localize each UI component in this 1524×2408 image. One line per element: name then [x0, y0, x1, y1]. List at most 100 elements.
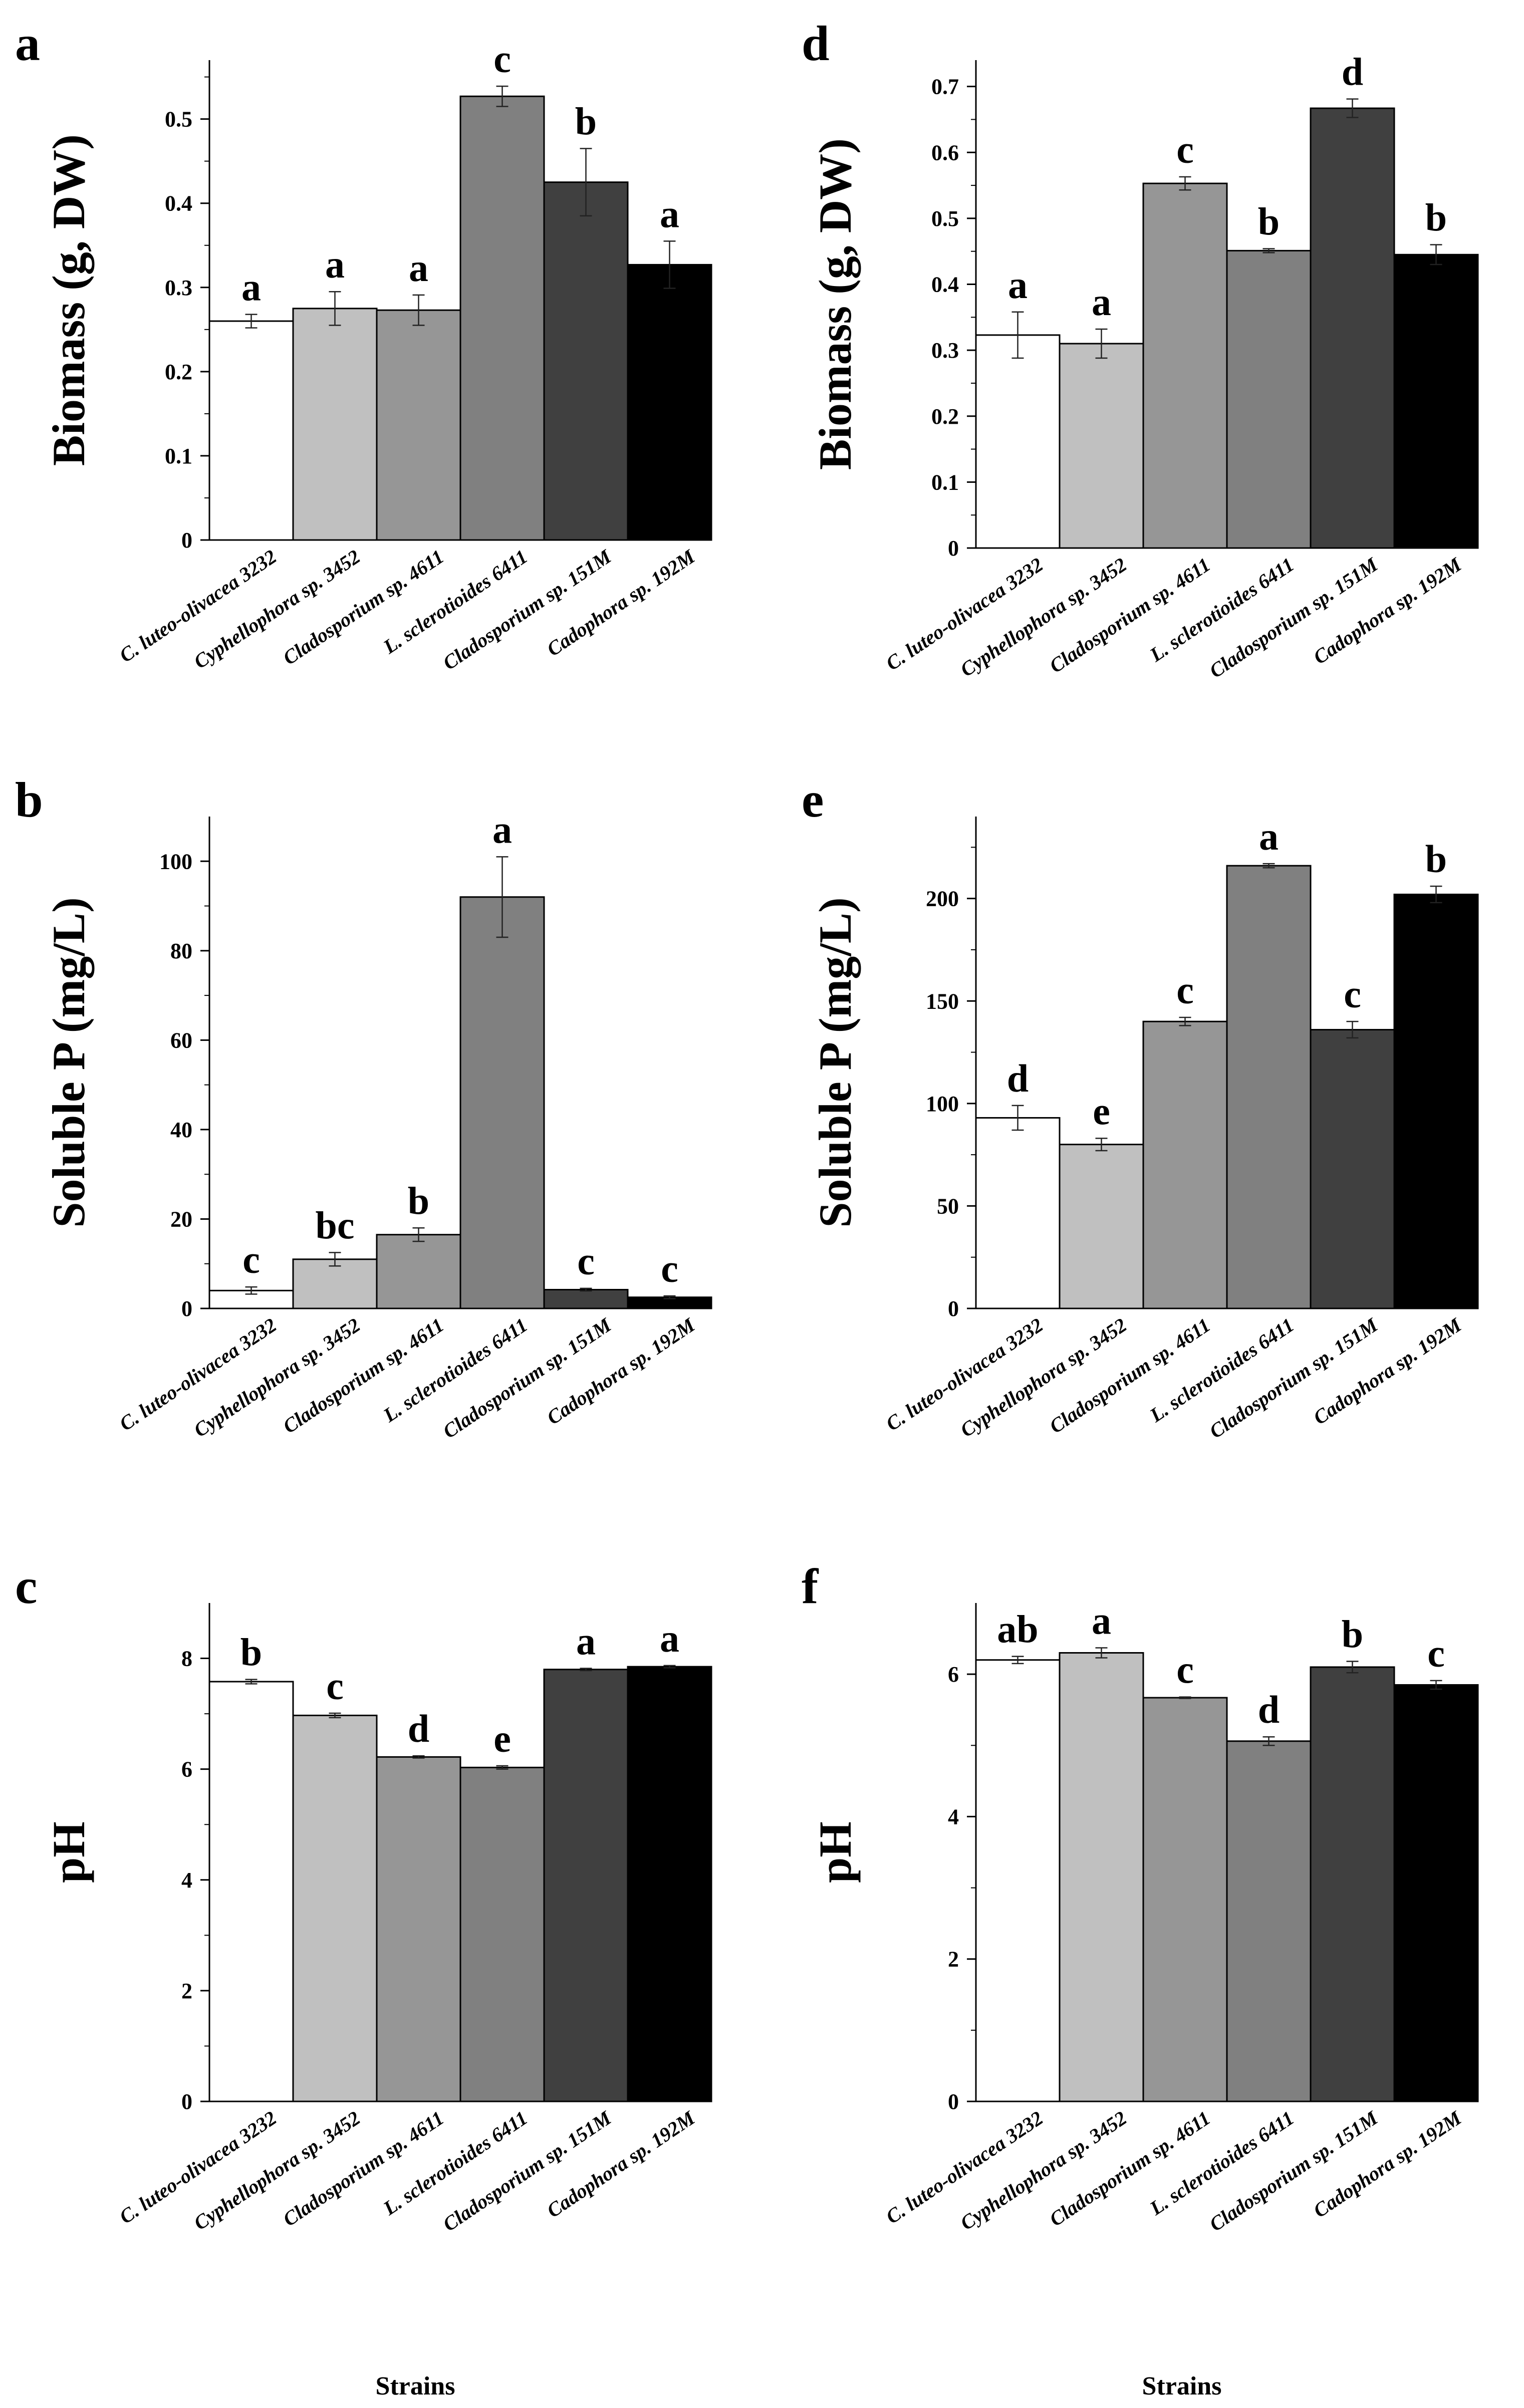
category-label: Cadophora sp. 192M	[543, 545, 699, 660]
y-tick-label: 8	[181, 1647, 192, 1671]
significance-letter: d	[1258, 1688, 1280, 1731]
y-axis-label: pH	[810, 1821, 861, 1883]
significance-letter: d	[1342, 50, 1363, 94]
significance-letter: e	[493, 1717, 511, 1760]
bar	[1142, 182, 1228, 549]
y-tick-label: 0.1	[165, 444, 192, 468]
bar	[543, 1669, 629, 2102]
y-tick-label: 150	[926, 989, 959, 1013]
significance-letter: b	[575, 99, 597, 143]
bar	[376, 1756, 461, 2102]
significance-letter: a	[492, 808, 512, 851]
y-tick-label: 0.5	[165, 107, 192, 132]
significance-letter: c	[577, 1239, 595, 1283]
y-tick-label: 80	[170, 939, 192, 963]
significance-letter: a	[409, 246, 428, 290]
bar	[627, 1666, 712, 2102]
y-tick-label: 4	[181, 1868, 192, 1893]
y-tick-label: 200	[926, 887, 959, 911]
bar	[1310, 1029, 1395, 1309]
category-label: L. sclerotioides 6411	[1145, 553, 1298, 666]
category-label: L. sclerotioides 6411	[379, 2106, 532, 2220]
bar	[1310, 107, 1395, 549]
bar	[292, 1258, 378, 1309]
significance-letter: c	[1427, 1632, 1445, 1675]
category-label: L. sclerotioides 6411	[1145, 2106, 1298, 2220]
y-tick-label: 0.3	[931, 338, 959, 363]
bar	[1226, 1740, 1312, 2102]
y-tick-label: 100	[926, 1092, 959, 1116]
category-label: L. sclerotioides 6411	[379, 545, 532, 658]
category-label: L. sclerotioides 6411	[379, 1313, 532, 1427]
panel-letter: a	[15, 16, 40, 71]
bar	[1393, 253, 1479, 549]
significance-letter: c	[1176, 968, 1194, 1012]
y-tick-label: 0.7	[931, 75, 959, 99]
bar	[627, 263, 712, 541]
bar	[1393, 1684, 1479, 2102]
significance-letter: a	[660, 1617, 679, 1660]
y-tick-label: 20	[170, 1207, 192, 1231]
y-axis-label: Soluble P (mg/L)	[810, 897, 861, 1227]
y-tick-label: 0.2	[931, 404, 959, 429]
category-label: L. sclerotioides 6411	[1145, 1313, 1298, 1427]
significance-letter: b	[1258, 199, 1280, 243]
bar	[376, 309, 461, 541]
significance-letter: b	[1425, 837, 1447, 881]
category-label: Cadophora sp. 192M	[543, 1313, 699, 1429]
y-tick-label: 60	[170, 1028, 192, 1052]
significance-letter: b	[1342, 1613, 1363, 1656]
y-axis-label: Biomass (g, DW)	[810, 138, 861, 470]
bar	[1226, 865, 1312, 1309]
significance-letter: c	[661, 1247, 678, 1290]
y-tick-label: 100	[159, 849, 192, 874]
bar	[1142, 1020, 1228, 1309]
y-tick-label: 50	[937, 1194, 959, 1218]
y-tick-label: 6	[181, 1757, 192, 1782]
significance-letter: c	[493, 37, 511, 81]
bar	[208, 320, 294, 541]
y-tick-label: 2	[948, 1947, 959, 1972]
x-axis-label: Strains	[1142, 2372, 1222, 2400]
bar	[459, 95, 545, 541]
bar	[208, 1681, 294, 2102]
bar	[975, 334, 1061, 549]
significance-letter: a	[1092, 280, 1111, 324]
y-tick-label: 0	[948, 536, 959, 561]
bar	[1142, 1697, 1228, 2102]
y-tick-label: 6	[948, 1662, 959, 1687]
panel-letter: f	[802, 1558, 819, 1614]
category-label: Cadophora sp. 192M	[1309, 2106, 1466, 2222]
y-tick-label: 0	[181, 1296, 192, 1321]
significance-letter: ab	[997, 1608, 1038, 1651]
y-tick-label: 0.1	[931, 470, 959, 494]
bar	[376, 1234, 461, 1309]
panel-letter: c	[15, 1558, 37, 1614]
significance-letter: a	[1259, 815, 1279, 858]
bar	[459, 896, 545, 1309]
y-tick-label: 0.4	[931, 273, 959, 297]
significance-letter: e	[1093, 1089, 1110, 1133]
y-tick-label: 0	[181, 528, 192, 553]
panel-letter: e	[802, 772, 824, 828]
bar	[1059, 1652, 1144, 2102]
bar	[1059, 1144, 1144, 1309]
significance-letter: bc	[316, 1203, 355, 1247]
y-axis-label: Soluble P (mg/L)	[43, 897, 94, 1227]
bar	[292, 1714, 378, 2102]
significance-letter: c	[1176, 128, 1194, 171]
y-tick-label: 2	[181, 1979, 192, 2003]
panel-letter: d	[802, 16, 830, 71]
y-tick-label: 0.6	[931, 140, 959, 165]
bar	[459, 1766, 545, 2102]
significance-letter: a	[325, 242, 345, 286]
y-tick-label: 0.2	[165, 360, 192, 384]
y-tick-label: 0	[181, 2089, 192, 2114]
significance-letter: c	[1344, 972, 1361, 1016]
significance-letter: b	[240, 1631, 262, 1674]
significance-letter: c	[326, 1664, 344, 1708]
